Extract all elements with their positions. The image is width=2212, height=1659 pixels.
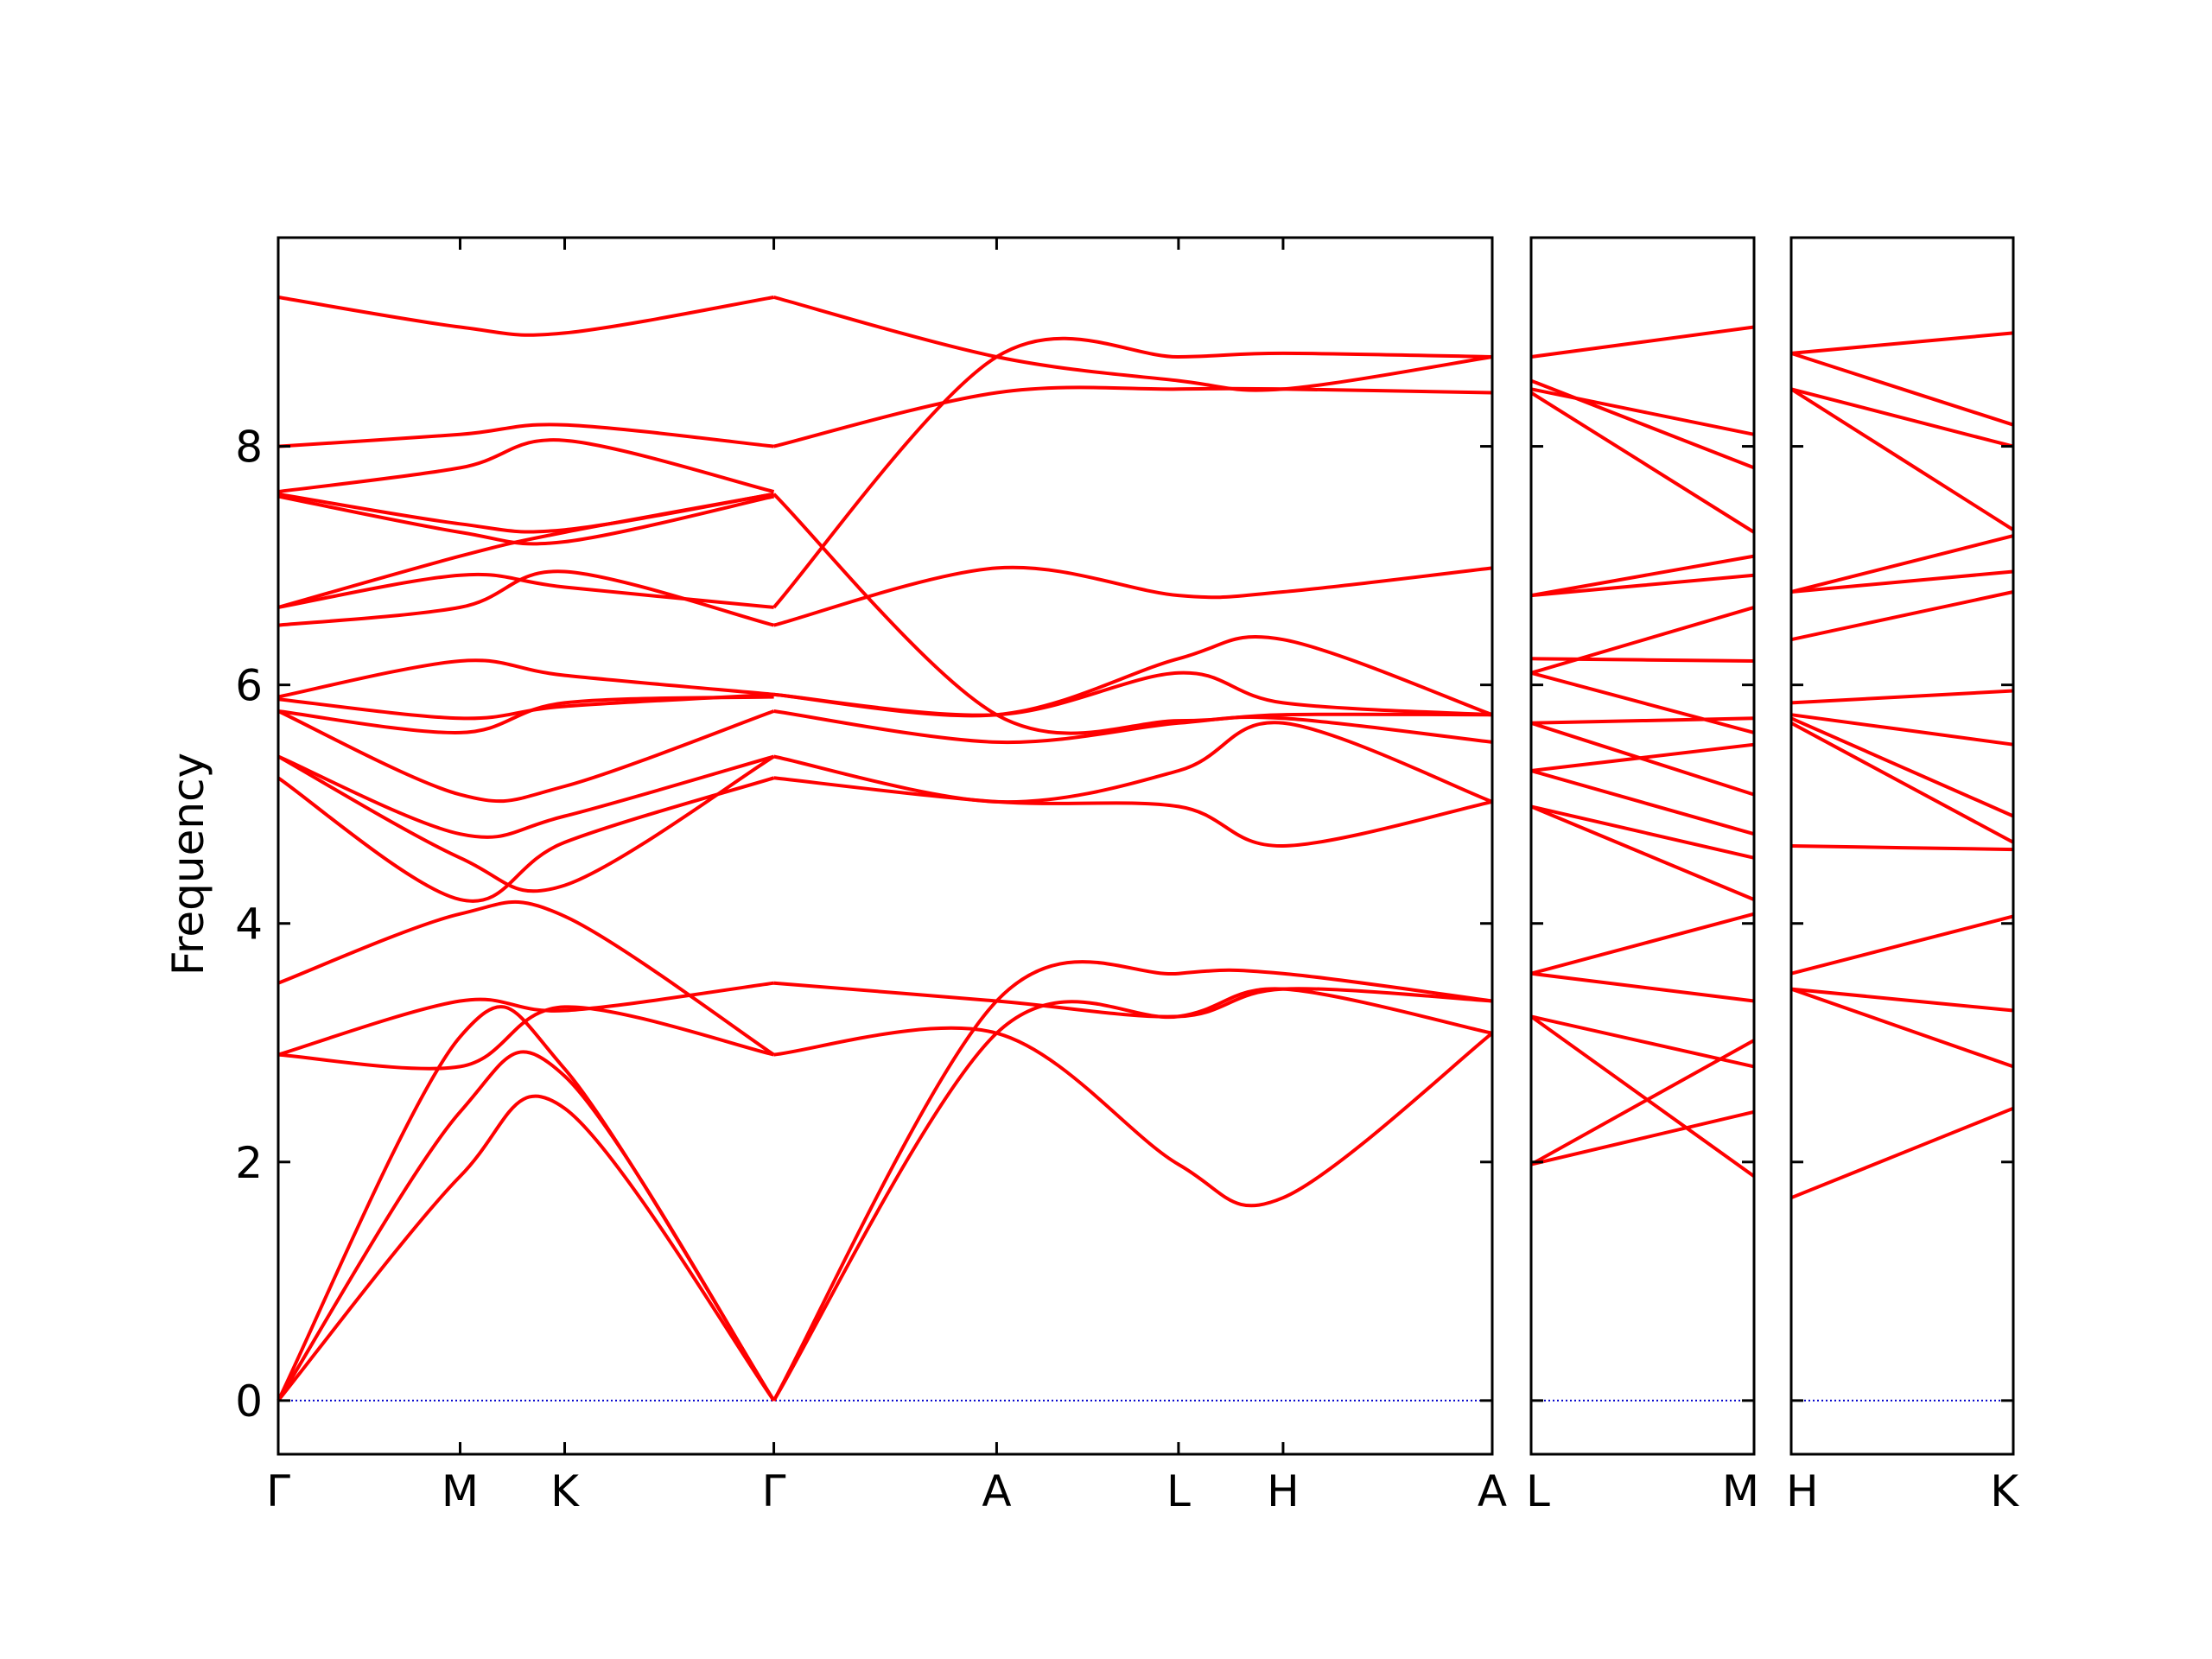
band-line: [1530, 721, 1755, 797]
bands: [276, 296, 1494, 1402]
x-tick-label: A: [1478, 1466, 1507, 1516]
band-line: [773, 296, 1493, 392]
band-line: [1530, 554, 1755, 598]
x-tick-label: Γ: [266, 1466, 290, 1516]
band-line: [1530, 804, 1755, 901]
band-line: [1530, 605, 1755, 675]
band-line: [1530, 387, 1755, 436]
band-line: [772, 960, 1493, 1402]
band-line: [772, 987, 1493, 1402]
band-line: [772, 336, 1493, 609]
band-line: [1790, 721, 2014, 844]
x-tick-label: K: [550, 1466, 580, 1516]
y-axis-title: Frequency: [163, 753, 213, 976]
x-tick-label: L: [1526, 1466, 1550, 1516]
band-line: [1530, 912, 1755, 976]
band-line: [1790, 844, 2014, 852]
band-line: [1530, 378, 1755, 470]
band-line: [1530, 573, 1755, 598]
band-line: [277, 494, 775, 546]
band-line: [773, 565, 1493, 627]
x-tick-label: M: [442, 1466, 479, 1516]
y-tick-label: 0: [235, 1376, 263, 1427]
band-line: [277, 695, 774, 734]
band-line: [1530, 657, 1755, 663]
band-line: [276, 1050, 776, 1402]
x-tick-label: A: [982, 1466, 1011, 1516]
band-line: [1790, 590, 2014, 642]
y-tick-label: 4: [235, 899, 263, 950]
band-line: [277, 692, 774, 721]
band-line: [1789, 387, 2015, 531]
band-line: [1530, 325, 1755, 359]
band-line: [277, 1005, 775, 1071]
band-line: [1790, 987, 2014, 1013]
band-line: [1529, 1014, 1756, 1179]
band-line: [1529, 391, 1756, 534]
x-tick-label: H: [1267, 1466, 1300, 1516]
band-line: [772, 493, 1493, 735]
panel-p1: 0 2 4 6 8 Γ M K Γ A L H A: [235, 236, 1507, 1516]
y-tick-label: 8: [235, 423, 263, 473]
band-line: [277, 572, 774, 609]
band-line: [1790, 987, 2014, 1069]
plot-frame: [276, 236, 1494, 1456]
band-line: [277, 899, 775, 1057]
bands: [1529, 325, 1756, 1179]
band-line: [773, 709, 1493, 745]
band-line: [1790, 569, 2014, 594]
band-line: [1530, 1109, 1755, 1166]
band-line: [277, 658, 774, 699]
band-line: [276, 1094, 776, 1402]
band-line: [277, 492, 774, 534]
x-tick-label: Γ: [762, 1466, 786, 1516]
band-line: [773, 981, 1493, 1019]
y-tick-label: 6: [235, 661, 263, 711]
band-line: [277, 709, 775, 804]
band-line: [1790, 914, 2014, 976]
band-line: [1530, 1039, 1755, 1166]
band-line: [276, 1005, 776, 1402]
band-line: [1790, 351, 2014, 427]
band-line: [773, 1026, 1494, 1208]
band-line: [1530, 716, 1755, 725]
plot-frame: [1789, 236, 2015, 1456]
x-tick-label: K: [1990, 1466, 2019, 1516]
band-line: [1530, 769, 1755, 836]
band-line: [1790, 716, 2014, 818]
band-line: [1790, 387, 2014, 448]
band-line: [773, 635, 1493, 718]
band-line: [277, 296, 774, 337]
band-line: [1790, 534, 2014, 594]
band-line: [1530, 1014, 1755, 1069]
band-line: [773, 385, 1493, 448]
band-line: [277, 438, 775, 493]
band-line: [277, 423, 774, 448]
band-line: [277, 754, 775, 839]
plot-frame: [1529, 236, 1756, 1456]
y-tick-label: 2: [235, 1138, 263, 1188]
band-line: [1790, 331, 2014, 355]
x-tick-label: M: [1722, 1466, 1759, 1516]
x-tick-label: L: [1166, 1466, 1191, 1516]
band-line: [277, 754, 775, 893]
band-line: [1530, 671, 1755, 734]
band-line: [773, 776, 1493, 849]
band-line: [1530, 804, 1755, 860]
band-line: [1530, 971, 1755, 1003]
x-tick-label: H: [1786, 1466, 1819, 1516]
band-line: [1790, 713, 2014, 747]
band-line: [1790, 689, 2014, 705]
band-line: [1790, 1106, 2014, 1200]
bands: [1789, 331, 2015, 1200]
band-line: [773, 721, 1493, 804]
